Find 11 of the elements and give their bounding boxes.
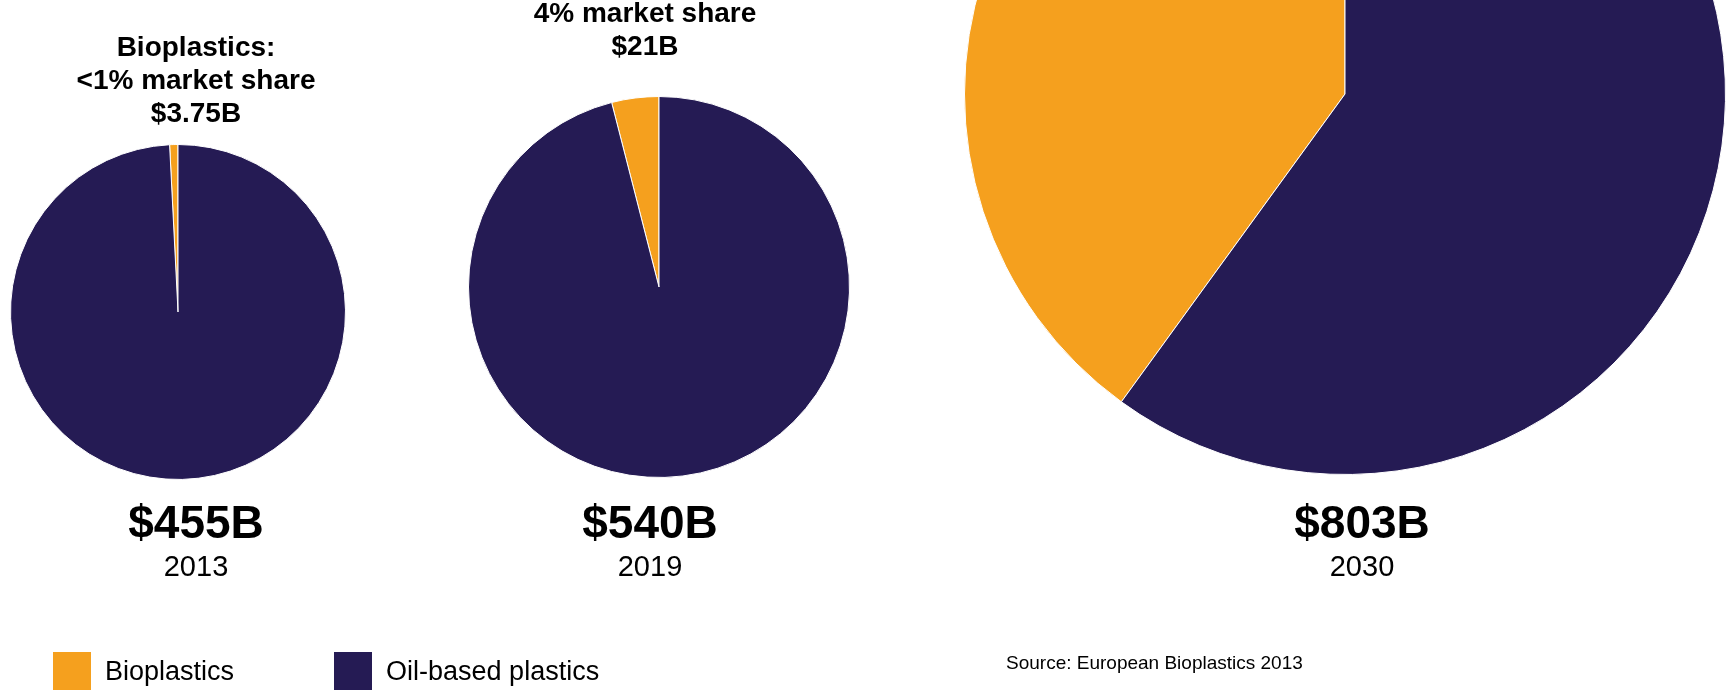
text: 4% market share $21B: [533, 0, 757, 62]
text: 2013: [163, 550, 229, 583]
text: 2019: [617, 550, 683, 583]
text: $803B: [1294, 495, 1430, 549]
text: Bioplastics: <1% market share $3.75B: [76, 30, 316, 129]
legend-label: Oil-based plastics: [386, 655, 600, 687]
legend-label: Bioplastics: [105, 655, 235, 687]
text: $540B: [582, 495, 718, 549]
source-note: Source: European Bioplastics 2013: [1006, 652, 1303, 674]
text: $455B: [128, 495, 264, 549]
text: 2030: [1329, 550, 1395, 583]
